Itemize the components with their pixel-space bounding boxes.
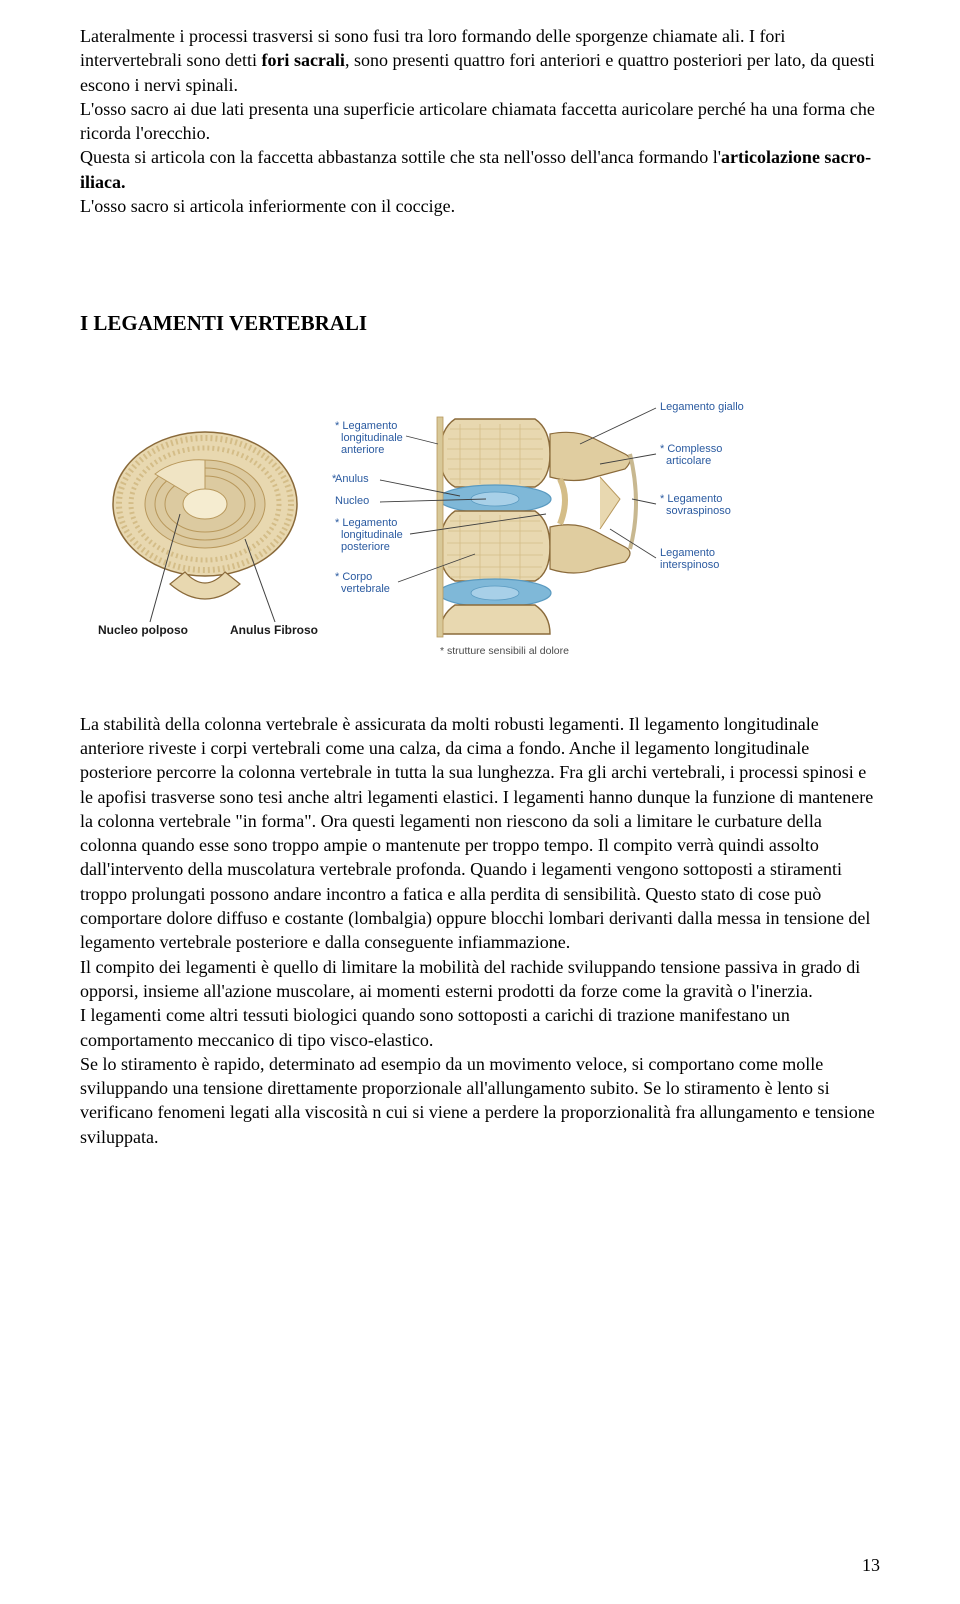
intro-paragraph-2: L'osso sacro ai due lati presenta una su… xyxy=(80,97,880,146)
body-paragraph-2: Il compito dei legamenti è quello di lim… xyxy=(80,955,880,1004)
page-number: 13 xyxy=(862,1555,880,1576)
label-leg-long-post: * Legamento longitudinale posteriore xyxy=(335,517,406,553)
ligaments-figure: Nucleo polposo Anulus Fibroso xyxy=(80,374,880,674)
body-paragraph-4: Se lo stiramento è rapido, determinato a… xyxy=(80,1052,880,1149)
label-anulus: Anulus xyxy=(335,473,369,485)
label-corpo: * Corpo vertebrale xyxy=(335,571,390,595)
label-leg-long-ant: * Legamento longitudinale anteriore xyxy=(335,420,406,456)
intro-paragraph-3: Questa si articola con la faccetta abbas… xyxy=(80,145,880,194)
figure-caption: * strutture sensibili al dolore xyxy=(440,645,569,657)
body-paragraph-1: La stabilità della colonna vertebrale è … xyxy=(80,712,880,955)
label-complesso: * Complesso articolare xyxy=(660,443,725,467)
label-leg-sovra: * Legamento sovraspinoso xyxy=(660,493,731,517)
label-anulus-fibroso: Anulus Fibroso xyxy=(230,623,318,637)
body-paragraph-3: I legamenti come altri tessuti biologici… xyxy=(80,1003,880,1052)
intro-paragraph-4: L'osso sacro si articola inferiormente c… xyxy=(80,194,880,218)
svg-text:*: * xyxy=(332,473,337,485)
label-nucleo: Nucleo xyxy=(335,495,369,507)
label-leg-giallo: Legamento giallo xyxy=(660,401,744,413)
intro-p1-bold: fori sacrali xyxy=(261,50,344,70)
label-leg-inter: Legamento interspinoso xyxy=(660,547,719,571)
intro-p3-a: Questa si articola con la faccetta abbas… xyxy=(80,147,721,167)
label-nucleo-polposo: Nucleo polposo xyxy=(98,623,188,637)
intro-paragraph-1: Lateralmente i processi trasversi si son… xyxy=(80,24,880,97)
section-heading: I LEGAMENTI VERTEBRALI xyxy=(80,310,880,337)
